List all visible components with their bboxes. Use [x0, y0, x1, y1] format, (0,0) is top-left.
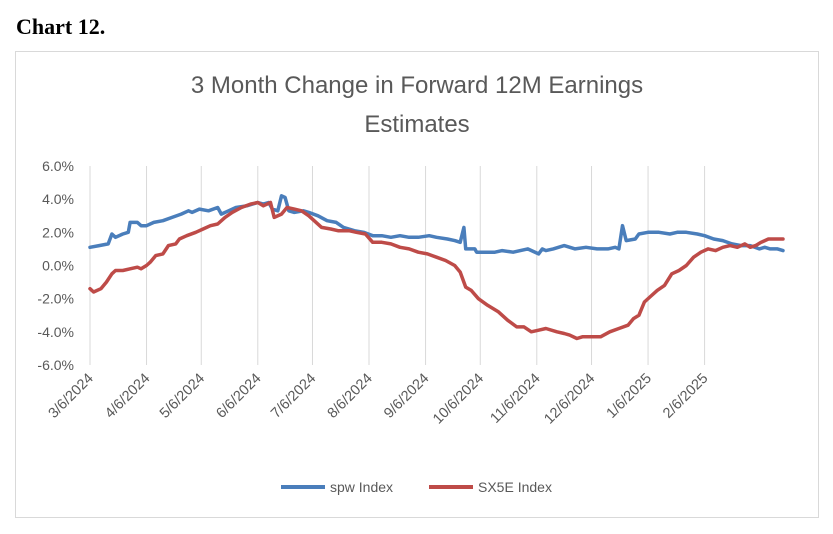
- x-tick-label: 7/6/2024: [268, 371, 319, 422]
- legend-label: spw Index: [330, 479, 393, 495]
- y-tick-label: 4.0%: [42, 191, 74, 207]
- x-tick-label: 8/6/2024: [325, 371, 376, 422]
- series-lines: [88, 194, 785, 341]
- chart-frame: [15, 51, 819, 518]
- y-axis-ticks: 6.0% 4.0% 2.0% 0.0% -2.0% -4.0% -6.0%: [37, 158, 74, 373]
- y-tick-label: 0.0%: [42, 258, 74, 274]
- chart-title-line-2: Estimates: [364, 111, 469, 138]
- x-tick-label: 6/6/2024: [213, 371, 264, 422]
- y-tick-label: 6.0%: [42, 158, 74, 174]
- x-tick-label: 9/6/2024: [381, 371, 432, 422]
- y-tick-label: -4.0%: [37, 324, 74, 340]
- x-tick-label: 5/6/2024: [157, 371, 208, 422]
- series-line-sx5e: [88, 200, 785, 341]
- chart-heading: Chart 12.: [16, 14, 106, 39]
- legend: spw Index SX5E Index: [281, 479, 552, 495]
- x-tick-label: 12/6/2024: [541, 371, 598, 428]
- y-tick-label: 2.0%: [42, 224, 74, 240]
- y-tick-label: -6.0%: [37, 357, 74, 373]
- x-tick-label: 1/6/2025: [604, 371, 655, 422]
- chart-title-line-1: 3 Month Change in Forward 12M Earnings: [191, 72, 643, 99]
- x-axis-ticks: 3/6/2024 4/6/2024 5/6/2024 6/6/2024 7/6/2024…: [46, 371, 712, 428]
- x-tick-label: 2/6/2025: [660, 371, 711, 422]
- legend-label: SX5E Index: [478, 479, 552, 495]
- x-tick-label: 10/6/2024: [430, 371, 487, 428]
- series-line-spw: [88, 194, 785, 256]
- gridlines: [89, 166, 706, 365]
- x-tick-label: 4/6/2024: [102, 371, 153, 422]
- x-tick-label: 3/6/2024: [46, 371, 97, 422]
- y-tick-label: -2.0%: [37, 291, 74, 307]
- x-tick-label: 11/6/2024: [487, 371, 543, 427]
